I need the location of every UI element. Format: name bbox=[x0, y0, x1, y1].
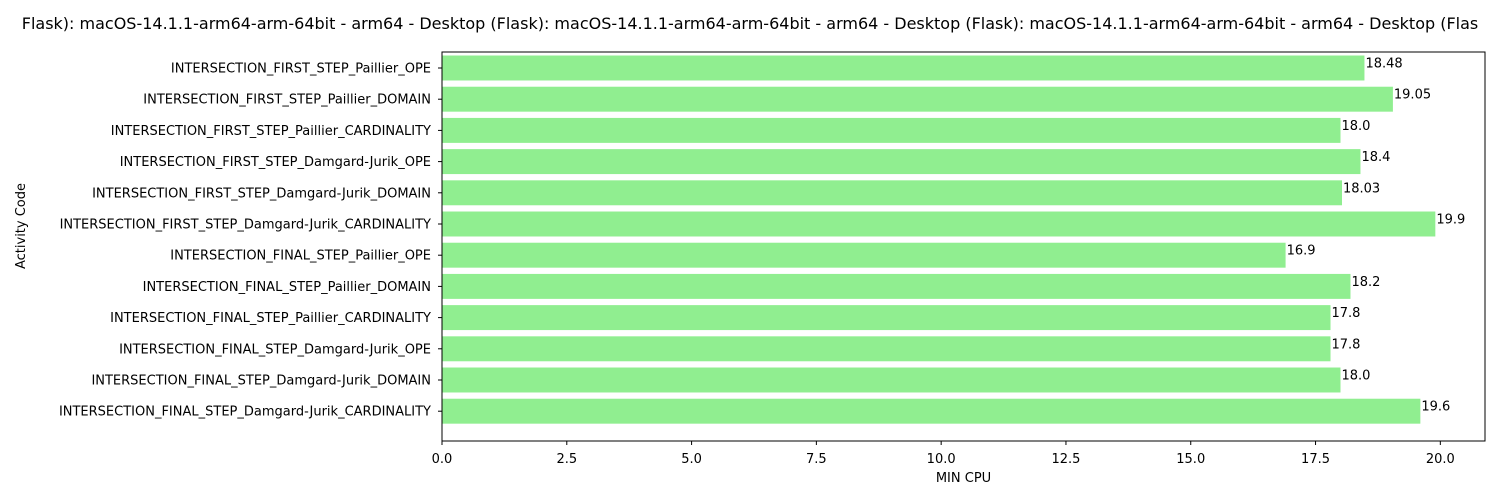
y-tick-label: INTERSECTION_FIRST_STEP_Damgard-Jurik_DO… bbox=[92, 186, 431, 201]
bar bbox=[442, 55, 1365, 81]
y-tick-label: INTERSECTION_FINAL_STEP_Damgard-Jurik_CA… bbox=[59, 405, 431, 420]
y-tick-label: INTERSECTION_FIRST_STEP_Paillier_DOMAIN bbox=[143, 93, 431, 108]
x-tick-label: 7.5 bbox=[806, 452, 827, 467]
bar bbox=[442, 305, 1331, 331]
bar bbox=[442, 398, 1421, 424]
x-tick-label: 10.0 bbox=[927, 452, 956, 467]
x-axis-label: MIN CPU bbox=[936, 471, 991, 486]
bar bbox=[442, 86, 1393, 112]
y-tick-label: INTERSECTION_FINAL_STEP_Damgard-Jurik_DO… bbox=[91, 374, 431, 389]
y-tick-label: INTERSECTION_FINAL_STEP_Paillier_OPE bbox=[170, 249, 431, 264]
y-tick-label: INTERSECTION_FIRST_STEP_Damgard-Jurik_OP… bbox=[120, 155, 431, 170]
bar-value-label: 18.0 bbox=[1341, 369, 1370, 384]
bar-value-label: 16.9 bbox=[1287, 244, 1316, 259]
bar bbox=[442, 117, 1341, 143]
bar-value-label: 19.05 bbox=[1394, 88, 1431, 103]
bar-value-label: 18.2 bbox=[1351, 275, 1380, 290]
bar-value-label: 18.48 bbox=[1365, 57, 1402, 72]
y-axis-label: Activity Code bbox=[14, 183, 29, 269]
y-tick-label: INTERSECTION_FIRST_STEP_Paillier_OPE bbox=[171, 62, 431, 77]
bar bbox=[442, 336, 1331, 362]
plot-frame bbox=[441, 51, 1486, 442]
y-tick-label: INTERSECTION_FINAL_STEP_Paillier_DOMAIN bbox=[143, 280, 431, 295]
x-tick-label: 15.0 bbox=[1176, 452, 1205, 467]
y-tick-label: INTERSECTION_FINAL_STEP_Paillier_CARDINA… bbox=[110, 311, 431, 326]
y-tick-label: INTERSECTION_FIRST_STEP_Damgard-Jurik_CA… bbox=[60, 218, 431, 233]
x-tick-label: 20.0 bbox=[1426, 452, 1455, 467]
bar bbox=[442, 273, 1351, 299]
bar-value-label: 17.8 bbox=[1332, 337, 1361, 352]
bar bbox=[442, 367, 1341, 393]
x-tick-label: 5.0 bbox=[681, 452, 702, 467]
x-tick-label: 12.5 bbox=[1051, 452, 1080, 467]
bar bbox=[442, 242, 1286, 268]
chart-title: Flask): macOS-14.1.1-arm64-arm-64bit - a… bbox=[22, 14, 1479, 33]
y-tick-label: INTERSECTION_FIRST_STEP_Paillier_CARDINA… bbox=[111, 124, 431, 139]
x-tick-label: 17.5 bbox=[1301, 452, 1330, 467]
bar bbox=[442, 180, 1342, 206]
bar bbox=[442, 149, 1361, 175]
bar-value-label: 18.03 bbox=[1343, 181, 1380, 196]
bar-value-label: 19.6 bbox=[1421, 400, 1450, 415]
bar-value-label: 18.0 bbox=[1341, 119, 1370, 134]
y-tick-label: INTERSECTION_FINAL_STEP_Damgard-Jurik_OP… bbox=[119, 342, 431, 357]
bar bbox=[442, 211, 1436, 237]
x-tick-label: 0.0 bbox=[432, 452, 453, 467]
x-tick-label: 2.5 bbox=[556, 452, 577, 467]
bar-value-label: 17.8 bbox=[1332, 306, 1361, 321]
bar-value-label: 18.4 bbox=[1361, 150, 1390, 165]
bar-value-label: 19.9 bbox=[1436, 213, 1465, 228]
